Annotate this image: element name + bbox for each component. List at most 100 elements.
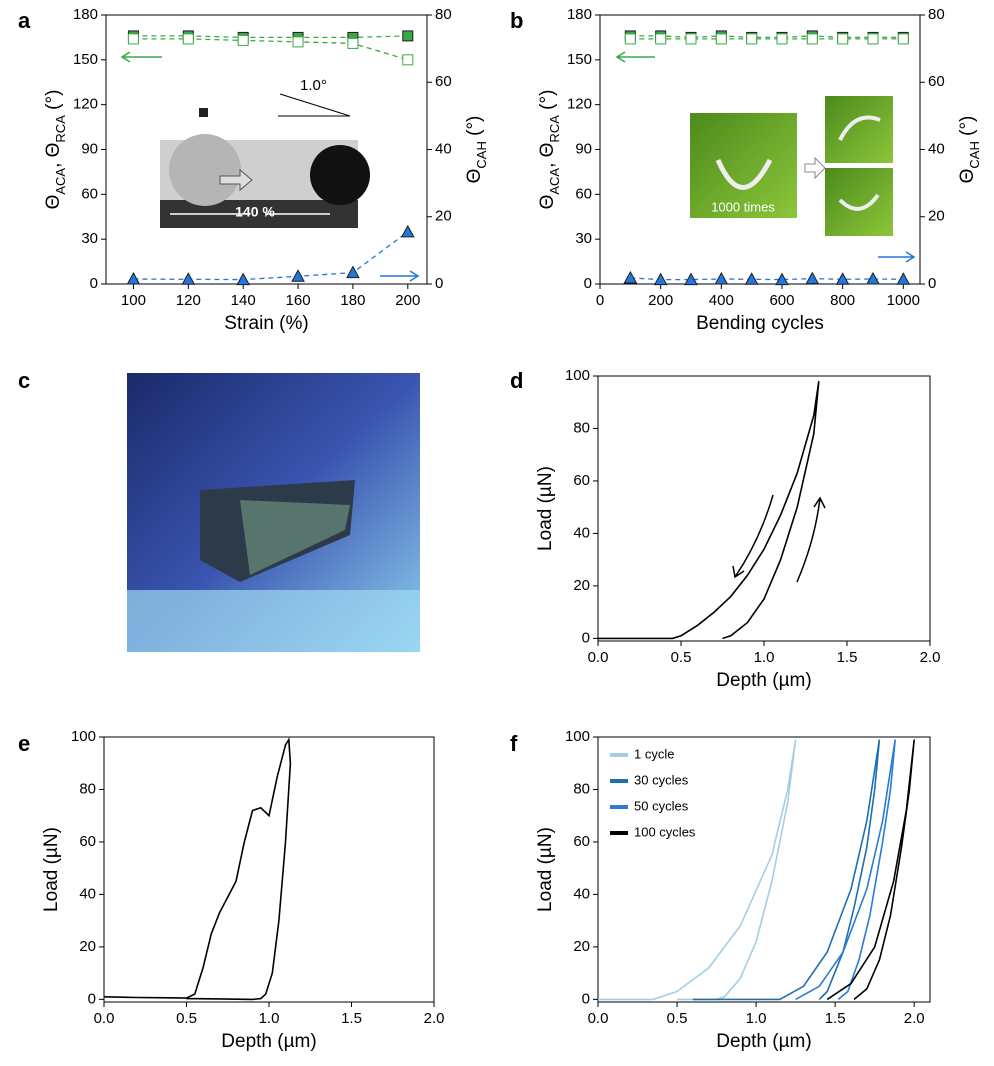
marker (897, 33, 909, 45)
marker (182, 33, 194, 45)
y-tick-label: 20 (573, 577, 590, 594)
x-tick-label: 2.0 (904, 1010, 925, 1027)
panel-label: c (18, 368, 30, 393)
x-tick-label: 0.0 (588, 649, 609, 666)
series-line (133, 231, 409, 281)
marker (181, 272, 196, 285)
legend-label: 50 cycles (634, 798, 689, 813)
y-tick-label: 40 (573, 885, 590, 902)
marker (806, 33, 818, 45)
y2-tick-label: 60 (435, 73, 452, 90)
axis-label: ΘCAH (°) (957, 116, 982, 184)
marker (714, 271, 729, 285)
y-tick-label: 100 (71, 728, 96, 745)
x-tick-label: 800 (830, 292, 855, 309)
x-tick-label: 140 (231, 292, 256, 309)
y-tick-label: 90 (575, 140, 592, 157)
y-tick-label: 90 (81, 140, 98, 157)
marker (744, 272, 759, 285)
x-tick-label: 0.5 (176, 1010, 197, 1027)
marker (400, 224, 415, 238)
marker (126, 271, 141, 285)
panel-label: f (510, 731, 518, 756)
x-tick-label: 160 (286, 292, 311, 309)
x-tick-label: 0.0 (588, 1010, 609, 1027)
legend-label: 100 cycles (634, 824, 696, 839)
y-tick-label: 80 (573, 419, 590, 436)
axis-label: ΘACA, ΘRCA (°) (43, 90, 68, 210)
y-tick-label: 40 (573, 524, 590, 541)
plot-frame (597, 736, 931, 1003)
y2-tick-label: 20 (928, 208, 945, 225)
axis-label-part: Θ (464, 169, 485, 184)
marker (624, 33, 636, 45)
marker (685, 33, 697, 45)
series-line (598, 739, 797, 1001)
series-line (826, 739, 915, 1001)
y-tick-label: 60 (79, 833, 96, 850)
y2-tick-label: 80 (928, 6, 945, 23)
inset-b (690, 96, 893, 236)
x-tick-label: 600 (769, 292, 794, 309)
series-line (133, 38, 408, 61)
y2-tick-label: 0 (435, 275, 443, 292)
y-tick-label: 80 (79, 780, 96, 797)
x-tick-label: 1.0 (259, 1010, 280, 1027)
plot-frame (103, 736, 435, 1003)
marker (402, 30, 414, 42)
annotation: 1.0° (300, 77, 327, 94)
series-line (795, 739, 896, 1001)
x-tick-label: 1.0 (754, 649, 775, 666)
marker (867, 33, 879, 45)
y-tick-label: 30 (81, 230, 98, 247)
axis-label-part: (°) (43, 90, 64, 116)
series-line (630, 277, 904, 281)
marker (236, 272, 251, 286)
legend-label: 1 cycle (634, 746, 674, 761)
x-tick-label: 1.5 (341, 1010, 362, 1027)
panel-label: a (18, 8, 31, 33)
axis-arrows (120, 51, 916, 583)
plot-frame (597, 375, 931, 642)
marker (653, 272, 668, 286)
y-tick-label: 100 (565, 367, 590, 384)
series-line (133, 35, 408, 39)
photo-c (127, 373, 420, 652)
axis-label-part: (°) (537, 90, 558, 116)
y2-tick-label: 60 (928, 73, 945, 90)
x-tick-label: 0.5 (667, 1010, 688, 1027)
axis-label-part: RCA (53, 115, 68, 143)
marker (866, 271, 880, 285)
marker (837, 33, 849, 45)
y-tick-label: 0 (582, 990, 590, 1007)
x-tick-label: 120 (176, 292, 201, 309)
marker (291, 269, 305, 282)
axis-label-part: (°) (957, 116, 978, 142)
y-tick-label: 0 (582, 629, 590, 646)
axis-label-part: RCA (547, 115, 562, 143)
marker (402, 54, 414, 66)
marker (835, 272, 850, 285)
x-tick-label: 100 (121, 292, 146, 309)
series-line (630, 35, 904, 39)
marker (347, 37, 359, 49)
y-tick-label: 120 (567, 96, 592, 113)
x-tick-label: 200 (648, 292, 673, 309)
axis-label: Load (µN) (535, 827, 556, 912)
y-tick-label: 180 (567, 6, 592, 23)
series-line (103, 737, 292, 1001)
y-tick-label: 30 (575, 230, 592, 247)
axis-label: Load (µN) (535, 466, 556, 551)
x-tick-label: 180 (340, 292, 365, 309)
panel-label: b (510, 8, 523, 33)
axis-label-part: , Θ (537, 143, 558, 168)
axis-label: Depth (µm) (221, 1031, 316, 1052)
panel-label: e (18, 731, 30, 756)
x-tick-label: 1000 (887, 292, 920, 309)
axis-label: Depth (µm) (716, 1031, 811, 1052)
y-tick-label: 150 (567, 51, 592, 68)
axis-label-part: ACA (547, 168, 562, 195)
series-line (598, 381, 820, 640)
